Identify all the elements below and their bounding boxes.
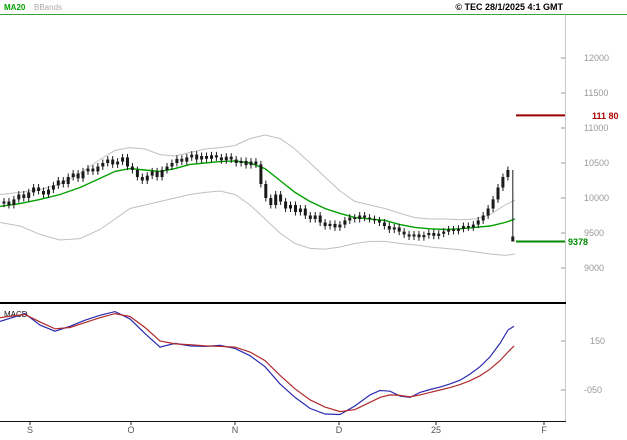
legend-bbands-label: BBands xyxy=(34,3,63,12)
overlay-bb_lower xyxy=(0,190,516,256)
price-axis-label: 9000 xyxy=(584,263,605,273)
macd-axis-label: -050 xyxy=(584,385,603,395)
copyright-text: © TEC 28/1/2025 4:1 GMT xyxy=(455,2,563,12)
header-divider xyxy=(0,14,627,15)
time-axis-label: D xyxy=(335,425,343,435)
overlay-ma20 xyxy=(0,160,516,231)
time-axis-label: 25 xyxy=(430,425,442,435)
price-axis-label: 11000 xyxy=(584,123,609,133)
overlay-bb_upper xyxy=(0,134,516,221)
support-price-label: 9378 xyxy=(568,236,589,247)
price-axis-label: 12000 xyxy=(584,53,610,63)
panel-separator xyxy=(0,302,566,304)
price-axis-label: 9500 xyxy=(584,228,605,238)
price-axis-label: 11500 xyxy=(584,88,609,98)
macd-line-signal xyxy=(0,312,515,413)
macd-axis-label: 150 xyxy=(590,336,606,346)
legend-ma20-label: MA20 xyxy=(4,3,26,12)
macd-line-macd xyxy=(0,310,515,416)
time-axis-label: S xyxy=(26,425,34,435)
price-axis-label: 10000 xyxy=(584,193,610,203)
macd-panel-title: MACD xyxy=(4,310,28,319)
time-axis-label: N xyxy=(231,425,239,435)
time-axis-line xyxy=(0,421,566,422)
price-axis-border xyxy=(565,15,566,421)
resistance-price-label: 111 80 xyxy=(592,111,619,122)
time-axis-label: O xyxy=(127,425,135,435)
time-axis-label: F xyxy=(541,425,547,435)
price-axis-label: 10500 xyxy=(584,158,610,168)
